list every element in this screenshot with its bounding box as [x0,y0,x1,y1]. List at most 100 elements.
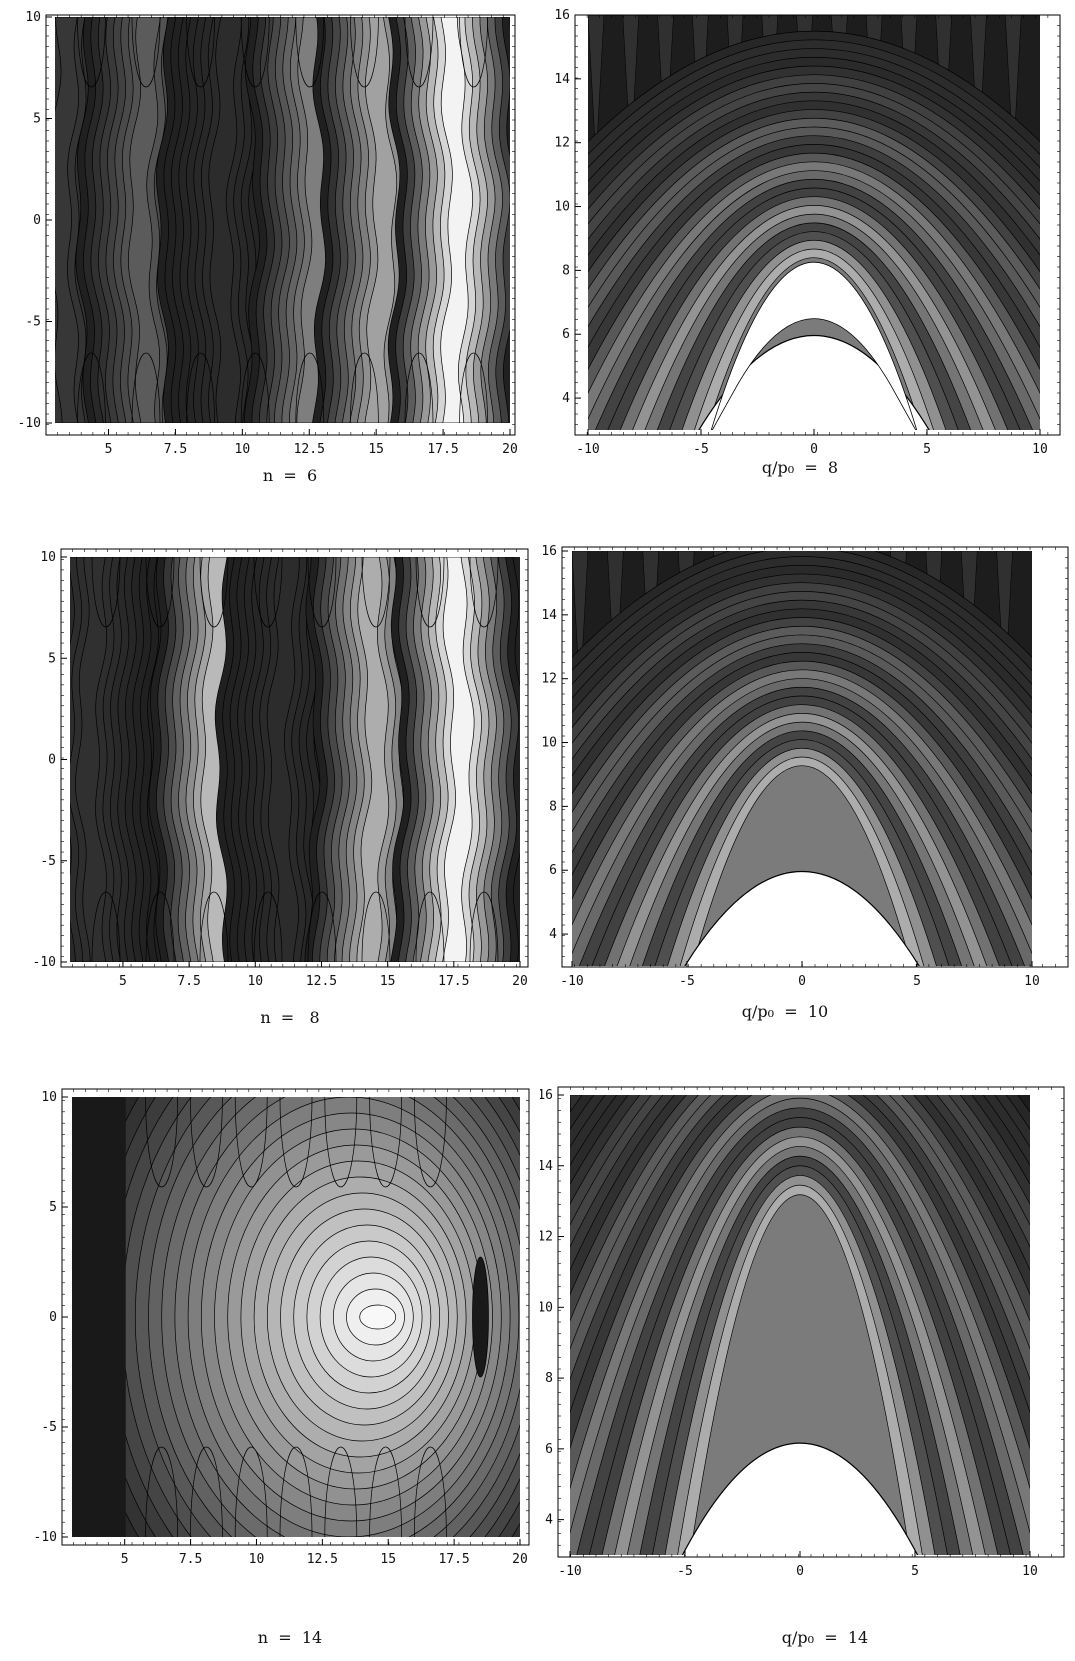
contour-lobe [414,1446,447,1537]
caption-n14: n = 14 [257,1628,323,1647]
contour-lobe [415,557,445,628]
y-tick-label: 4 [545,1513,553,1528]
contour-lobe [415,891,445,962]
y-tick-label: 8 [549,799,557,814]
contour-lobe [361,557,391,628]
y-tick-label: -10 [18,416,41,431]
contour-layer [588,15,1040,430]
x-tick-label: 0 [796,1564,804,1579]
contour-layer [570,1095,1030,1555]
x-tick-label: -5 [679,974,695,989]
contour-lobe [77,352,106,423]
x-tick-label: 10 [247,974,263,989]
x-tick-label: 20 [502,442,518,455]
contour-lobe [145,557,175,628]
x-tick-label: 0 [798,974,806,989]
plot-q10: -10 -5 0 5 10 16 14 12 10 8 6 4 [540,545,1070,1010]
y-tick-label: -10 [34,1530,57,1545]
contour-hole [681,1442,919,1555]
x-tick-label: -10 [560,974,583,989]
y-tick-label: 4 [549,927,557,942]
x-tick-label: 7.5 [164,442,187,455]
caption-q8: q/p₀ = 8 [761,458,839,477]
contour-streak [1039,15,1040,20]
contour-dark-left [72,1097,126,1537]
x-tick-label: 5 [119,974,127,989]
x-tick-label: 10 [1032,442,1048,457]
contour-lobe [234,1097,268,1188]
x-tick-label: 17.5 [438,974,469,989]
contour-band [127,17,161,423]
y-tick-label: 16 [541,545,557,559]
contour-lobe [234,1446,268,1537]
contour-lobe [307,557,337,628]
contour-lobe [190,1446,223,1537]
contour-lobe [145,1446,178,1537]
caption-q14: q/p₀ = 14 [781,1628,869,1647]
y-tick-label: 14 [541,608,557,623]
contour-lobe [77,17,106,88]
contour-lobe [186,352,215,423]
contour-lobe [369,1097,402,1188]
contour-layer [72,1097,520,1537]
x-tick-label: 5 [911,1564,919,1579]
contour-band [266,557,300,962]
contour-band [75,557,107,962]
contour-lobe [253,557,283,628]
plot-q8: -10 -5 0 5 10 16 14 12 10 8 6 4 [540,5,1070,465]
contour-lobe [369,1446,402,1537]
contour-lobe [350,17,379,88]
contour-lobe [145,891,175,962]
contour-lobe [190,1097,223,1188]
contour-lobe [131,17,161,88]
x-tick-label: 12.5 [294,442,325,455]
contour-lobe [459,17,488,88]
x-tick-label: 15 [368,442,384,455]
contour-band [55,17,79,423]
y-tick-label: 12 [541,672,557,687]
y-tick-label: 8 [562,263,570,278]
contour-layer [572,551,1032,966]
contour-lobe [240,352,270,423]
contour-lobe [186,17,215,88]
y-tick-label: 10 [41,1090,57,1105]
y-tick-label: 10 [554,200,570,215]
y-tick-label: 0 [48,753,56,768]
x-tick-label: 15 [380,974,396,989]
contour-band [356,557,390,962]
x-tick-label: 10 [1024,974,1040,989]
contour-lobe [307,891,337,962]
contour-lobe [469,891,499,962]
plot-n8: 5 7.5 10 12.5 15 17.5 20 10 5 0 -5 -10 [10,545,540,1000]
y-tick-label: 8 [545,1371,553,1386]
x-tick-label: 10 [1022,1564,1038,1579]
contour-ring [359,1304,397,1330]
x-tick-label: -5 [693,442,709,457]
contour-streak [1004,15,1022,161]
y-tick-label: 14 [554,72,570,87]
x-tick-label: 17.5 [438,1552,469,1567]
x-tick-label: 10 [249,1552,265,1567]
y-tick-label: 6 [549,863,557,878]
y-tick-label: -10 [33,955,56,970]
x-tick-label: 5 [923,442,931,457]
contour-layer [70,557,520,962]
contour-streak [572,551,589,697]
contour-streak [996,551,1013,697]
contour-band [440,17,473,423]
y-tick-label: 16 [540,1088,553,1103]
x-tick-label: 10 [235,442,251,455]
y-tick-label: 5 [33,112,41,127]
x-tick-label: 12.5 [307,1552,338,1567]
y-tick-label: 14 [540,1159,553,1174]
contour-lobe [199,557,229,628]
x-tick-label: 20 [512,1552,528,1567]
contour-lobe [459,352,488,423]
x-tick-label: -5 [677,1564,693,1579]
contour-lobe [253,891,283,962]
plot-n6: 5 7.5 10 12.5 15 17.5 20 10 5 0 -5 -10 [10,5,525,455]
contour-lobe [295,17,325,88]
x-tick-label: 15 [380,1552,396,1567]
contour-lobe [404,352,434,423]
caption-n6: n = 6 [262,466,318,485]
